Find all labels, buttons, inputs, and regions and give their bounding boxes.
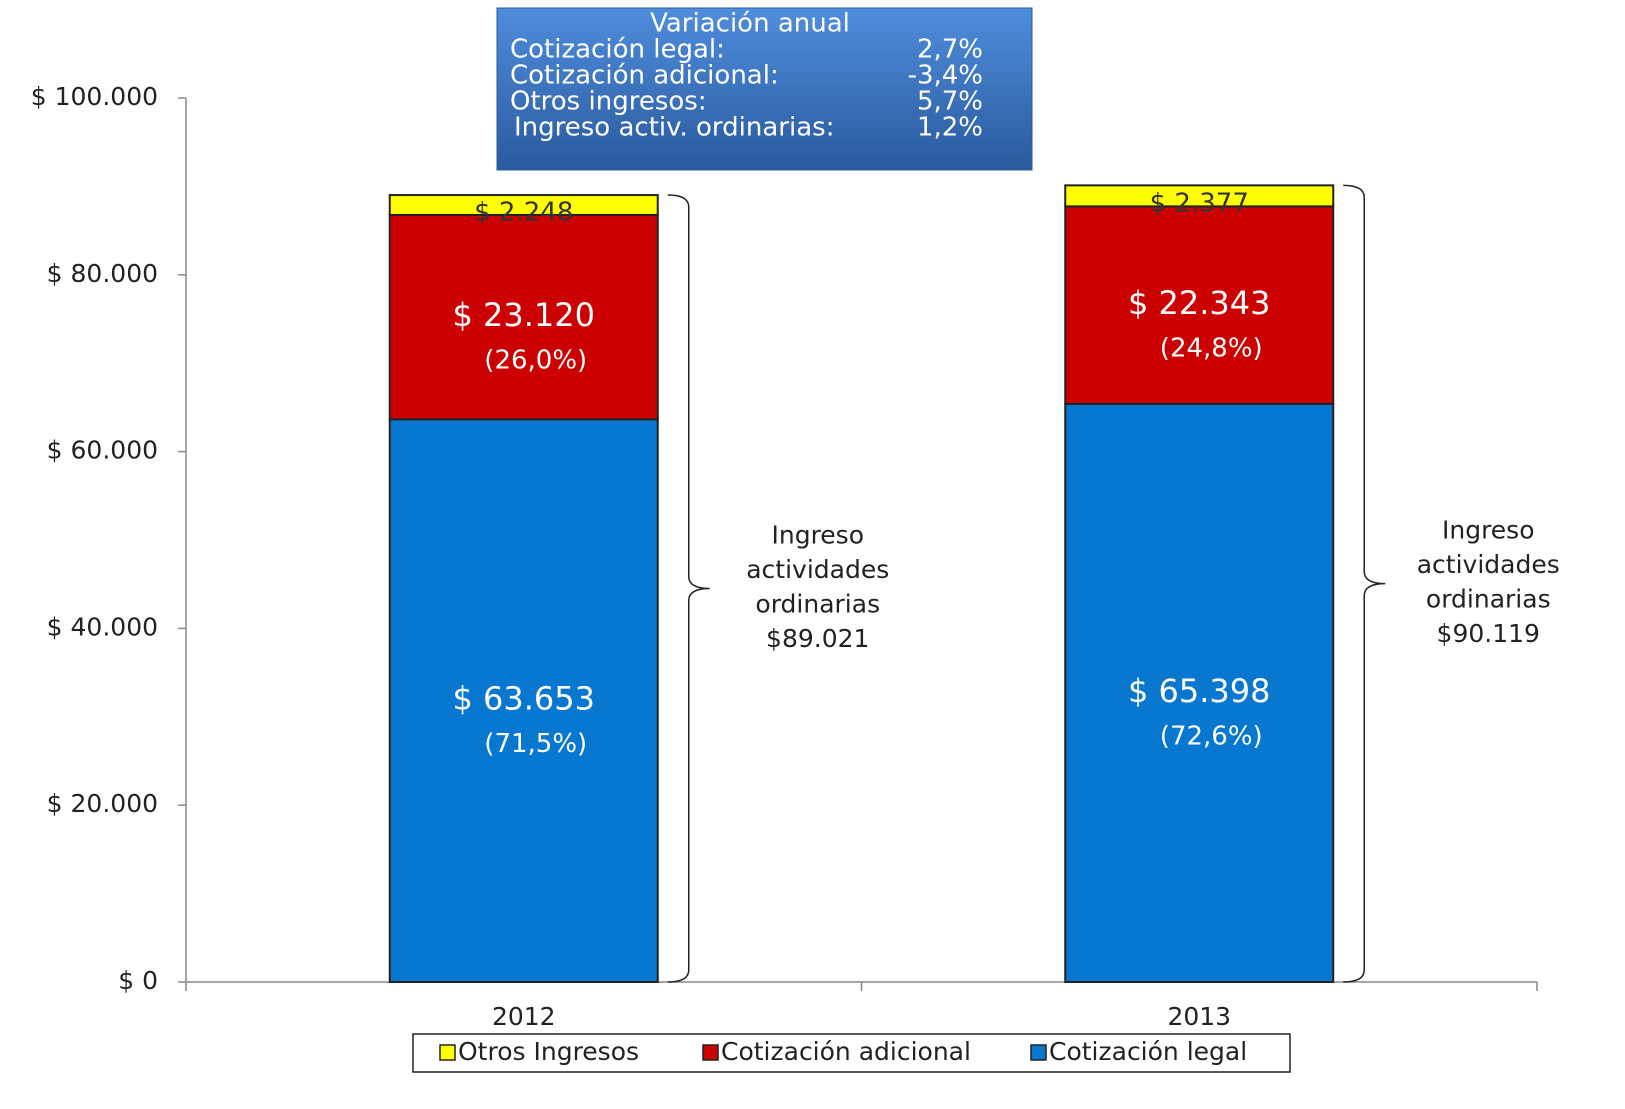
bar-segment <box>1064 402 1335 984</box>
y-tick-label: $ 100.000 <box>31 82 158 111</box>
legend-label: Cotización legal <box>1049 1037 1247 1066</box>
y-tick-label: $ 60.000 <box>47 436 158 465</box>
total-label: Ingreso <box>771 521 864 550</box>
bar-segment <box>1064 205 1335 405</box>
bar-segment <box>388 213 659 421</box>
value-label: $ 2.377 <box>1150 188 1249 218</box>
total-label: ordinarias <box>755 590 880 619</box>
legend-swatch <box>702 1044 719 1061</box>
y-tick-label: $ 40.000 <box>47 612 158 641</box>
y-tick-label: $ 0 <box>118 966 158 995</box>
value-label: $ 22.343 <box>1128 284 1271 322</box>
info-label: Cotización adicional: <box>510 61 779 91</box>
x-tick-label: 2012 <box>492 1002 556 1031</box>
legend-box <box>412 1033 1291 1073</box>
percent-label: (24,8%) <box>1160 334 1263 364</box>
percent-label: (71,5%) <box>484 729 587 759</box>
bracket <box>667 194 710 983</box>
bar-segment <box>1064 184 1335 208</box>
info-label: Cotización legal: <box>510 35 725 65</box>
value-label: $ 65.398 <box>1128 672 1271 710</box>
bar-segment <box>388 194 659 216</box>
info-label: Ingreso activ. ordinarias: <box>514 113 834 143</box>
info-label: Otros ingresos: <box>510 87 707 117</box>
legend-swatch <box>439 1044 456 1061</box>
bracket <box>1343 184 1386 983</box>
bar-segment <box>388 418 659 983</box>
info-value: 2,7% <box>917 35 983 65</box>
percent-label: (72,6%) <box>1160 721 1263 751</box>
total-label: actividades <box>746 555 889 584</box>
value-label: $ 63.653 <box>453 680 596 718</box>
x-tick-label: 2013 <box>1167 1002 1231 1031</box>
y-tick-label: $ 80.000 <box>47 259 158 288</box>
value-label: $ 23.120 <box>453 296 596 334</box>
legend-swatch <box>1030 1044 1047 1061</box>
legend-label: Cotización adicional <box>721 1037 971 1066</box>
total-label: actividades <box>1417 550 1560 579</box>
info-value: -3,4% <box>908 61 983 91</box>
total-label: $90.119 <box>1437 619 1540 648</box>
y-tick-label: $ 20.000 <box>47 789 158 818</box>
info-value: 1,2% <box>917 113 983 143</box>
total-label: $89.021 <box>766 624 869 653</box>
legend-label: Otros Ingresos <box>458 1037 639 1066</box>
value-label: $ 2.248 <box>474 197 573 227</box>
info-box <box>496 7 1033 171</box>
info-title: Variación anual <box>650 9 850 39</box>
total-label: Ingreso <box>1442 516 1535 545</box>
info-value: 5,7% <box>917 87 983 117</box>
total-label: ordinarias <box>1426 585 1551 614</box>
percent-label: (26,0%) <box>484 346 587 376</box>
